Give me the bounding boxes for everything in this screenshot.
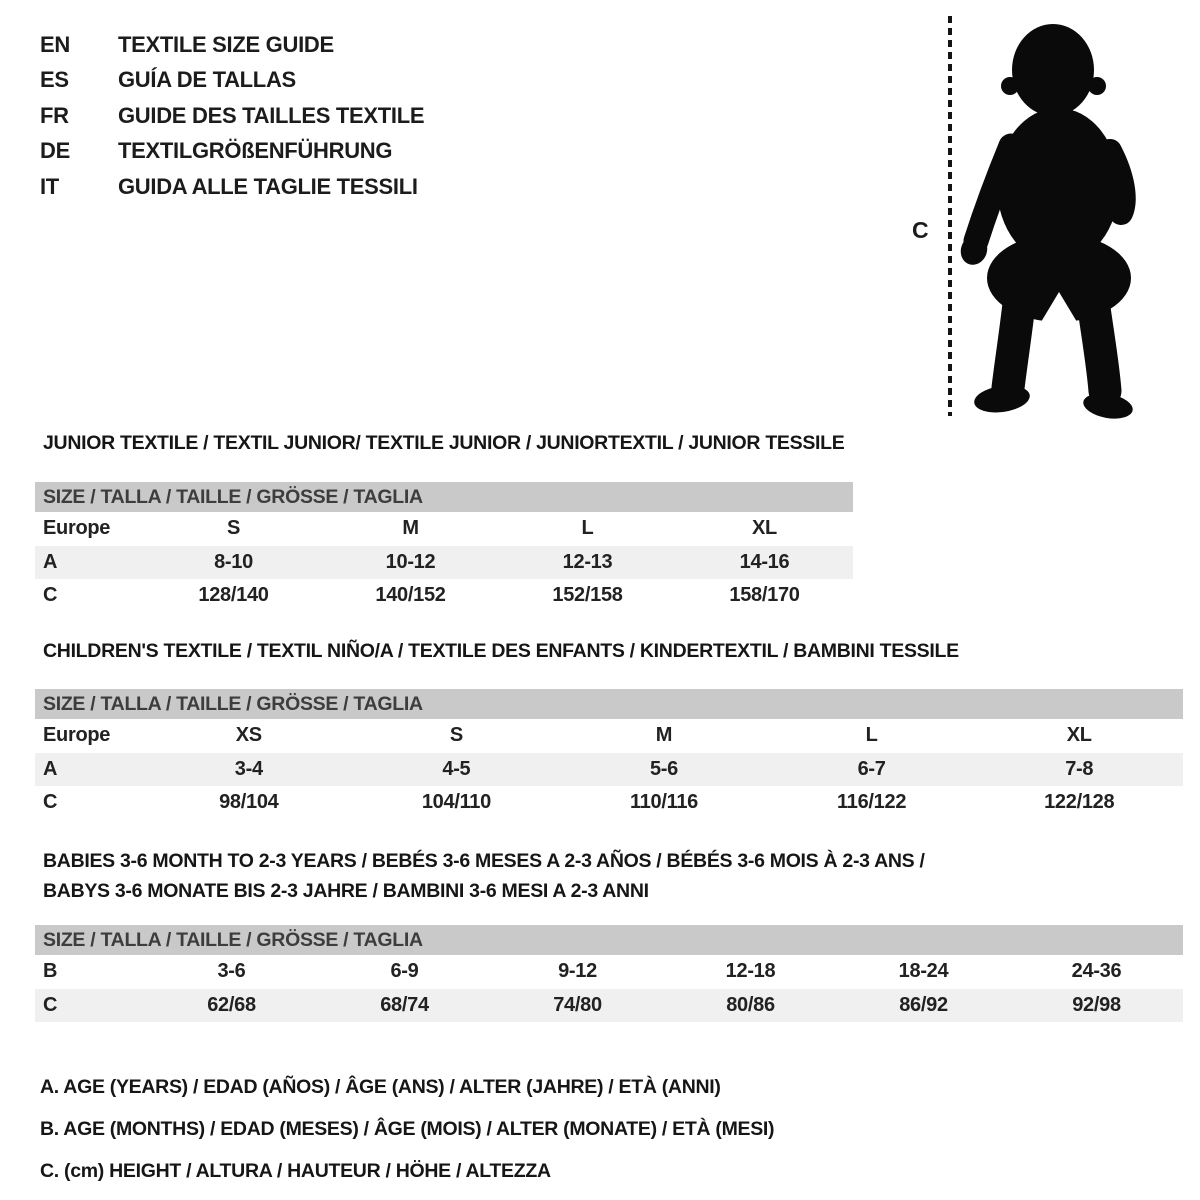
- guide-title: GUIDA ALLE TAGLIE TESSILI: [118, 173, 418, 199]
- row-label: C: [43, 993, 58, 1016]
- table-cell: 3-6: [217, 960, 246, 983]
- guide-title: TEXTILGRÖßENFÜHRUNG: [118, 138, 393, 164]
- language-title-list: EN TEXTILE SIZE GUIDE ES GUÍA DE TALLAS …: [40, 27, 425, 205]
- size-header-bar: SIZE / TALLA / TAILLE / GRÖSSE / TAGLIA: [35, 482, 853, 512]
- row-label: Europe: [43, 724, 111, 747]
- table-cell: 158/170: [729, 584, 800, 607]
- babies-textile-section: BABIES 3-6 MONTH TO 2-3 YEARS / BEBÉS 3-…: [35, 846, 1183, 1022]
- babies-section-heading: BABIES 3-6 MONTH TO 2-3 YEARS / BEBÉS 3-…: [35, 846, 1183, 906]
- guide-title: GUÍA DE TALLAS: [118, 67, 296, 93]
- table-row-height: C 98/104 104/110 110/116 116/122 122/128: [35, 786, 1183, 820]
- row-label: A: [43, 550, 58, 573]
- table-cell: 140/152: [375, 584, 446, 607]
- row-label: A: [43, 757, 58, 780]
- table-cell: XL: [1066, 724, 1092, 747]
- table-cell: 18-24: [898, 960, 949, 983]
- table-cell: XL: [752, 517, 777, 540]
- table-cell: 116/122: [837, 791, 907, 814]
- table-cell: S: [226, 517, 241, 540]
- table-cell: M: [655, 724, 673, 747]
- table-cell: 5-6: [649, 757, 678, 780]
- table-cell: 3-4: [234, 757, 263, 780]
- children-size-table: SIZE / TALLA / TAILLE / GRÖSSE / TAGLIA …: [35, 689, 1183, 820]
- language-code: FR: [40, 102, 69, 128]
- table-cell: 8-10: [214, 550, 253, 573]
- toddler-silhouette-icon: [960, 24, 1136, 419]
- table-cell: 62/68: [207, 993, 256, 1016]
- table-cell: 122/128: [1044, 791, 1115, 814]
- language-code: ES: [40, 67, 69, 93]
- row-label: B: [43, 960, 58, 983]
- table-cell: 10-12: [385, 550, 436, 573]
- table-row-height: C 128/140 140/152 152/158 158/170: [35, 579, 853, 613]
- table-cell: 92/98: [1072, 993, 1121, 1016]
- table-row-europe: Europe XS S M L XL: [35, 719, 1183, 753]
- language-row: DE TEXTILGRÖßENFÜHRUNG: [40, 134, 424, 170]
- size-header-bar: SIZE / TALLA / TAILLE / GRÖSSE / TAGLIA: [35, 689, 1183, 719]
- language-row: FR GUIDE DES TAILLES TEXTILE: [40, 98, 425, 134]
- junior-size-table: SIZE / TALLA / TAILLE / GRÖSSE / TAGLIA …: [35, 482, 853, 613]
- legend-age-years: A. AGE (YEARS) / EDAD (AÑOS) / ÂGE (ANS)…: [40, 1075, 721, 1098]
- table-cell: 24-36: [1071, 960, 1122, 983]
- table-cell: 74/80: [553, 993, 602, 1016]
- table-row-age-months: B 3-6 6-9 9-12 12-18 18-24 24-36: [35, 955, 1183, 989]
- table-cell: 98/104: [219, 791, 279, 814]
- height-measure-dashed-line: [948, 16, 952, 416]
- table-cell: 68/74: [380, 993, 429, 1016]
- babies-heading-line2: BABYS 3-6 MONATE BIS 2-3 JAHRE / BAMBINI…: [43, 880, 649, 902]
- table-cell: 12-18: [725, 960, 776, 983]
- language-row: EN TEXTILE SIZE GUIDE: [40, 27, 424, 63]
- language-code: IT: [40, 173, 59, 199]
- table-cell: M: [402, 517, 419, 540]
- language-row: ES GUÍA DE TALLAS: [40, 63, 424, 99]
- table-row-age-years: A 3-4 4-5 5-6 6-7 7-8: [35, 752, 1183, 786]
- row-label: C: [43, 791, 58, 814]
- legend-height-cm: C. (cm) HEIGHT / ALTURA / HAUTEUR / HÖHE…: [40, 1159, 551, 1182]
- row-label: C: [43, 584, 58, 607]
- table-cell: 104/110: [421, 791, 491, 814]
- table-cell: 110/116: [629, 791, 698, 814]
- table-cell: 6-9: [390, 960, 419, 983]
- table-cell: S: [449, 724, 463, 747]
- table-cell: 4-5: [442, 757, 471, 780]
- size-header-bar: SIZE / TALLA / TAILLE / GRÖSSE / TAGLIA: [35, 925, 1183, 955]
- table-cell: 14-16: [739, 550, 790, 573]
- junior-textile-section: JUNIOR TEXTILE / TEXTIL JUNIOR/ TEXTILE …: [35, 432, 853, 613]
- language-row: IT GUIDA ALLE TAGLIE TESSILI: [40, 169, 424, 205]
- row-label: Europe: [43, 517, 111, 540]
- language-code: EN: [40, 31, 70, 57]
- babies-size-table: SIZE / TALLA / TAILLE / GRÖSSE / TAGLIA …: [35, 925, 1183, 1022]
- table-cell: L: [865, 724, 878, 747]
- table-cell: 128/140: [198, 584, 269, 607]
- table-cell: 6-7: [857, 757, 886, 780]
- children-section-heading: CHILDREN'S TEXTILE / TEXTIL NIÑO/A / TEX…: [43, 640, 959, 662]
- height-measure-label: C: [912, 217, 929, 243]
- guide-title: GUIDE DES TAILLES TEXTILE: [118, 102, 425, 128]
- children-textile-section: CHILDREN'S TEXTILE / TEXTIL NIÑO/A / TEX…: [35, 640, 1183, 820]
- language-code: DE: [40, 138, 70, 164]
- guide-title: TEXTILE SIZE GUIDE: [118, 31, 334, 57]
- height-figure: C: [900, 0, 1200, 430]
- table-cell: 12-13: [562, 550, 613, 573]
- table-cell: L: [581, 517, 594, 540]
- babies-heading-line1: BABIES 3-6 MONTH TO 2-3 YEARS / BEBÉS 3-…: [43, 850, 925, 872]
- table-cell: 7-8: [1065, 757, 1094, 780]
- table-row-europe: Europe S M L XL: [35, 512, 853, 546]
- table-cell: 152/158: [552, 584, 623, 607]
- junior-section-heading: JUNIOR TEXTILE / TEXTIL JUNIOR/ TEXTILE …: [43, 432, 845, 454]
- legend-age-months: B. AGE (MONTHS) / EDAD (MESES) / ÂGE (MO…: [40, 1117, 775, 1140]
- table-cell: XS: [235, 724, 262, 747]
- table-cell: 80/86: [726, 993, 775, 1016]
- table-cell: 9-12: [558, 960, 597, 983]
- measurement-legend: A. AGE (YEARS) / EDAD (AÑOS) / ÂGE (ANS)…: [40, 1066, 775, 1192]
- table-row-age-years: A 8-10 10-12 12-13 14-16: [35, 545, 853, 579]
- table-row-height: C 62/68 68/74 74/80 80/86 86/92 92/98: [35, 988, 1183, 1022]
- table-cell: 86/92: [899, 993, 948, 1016]
